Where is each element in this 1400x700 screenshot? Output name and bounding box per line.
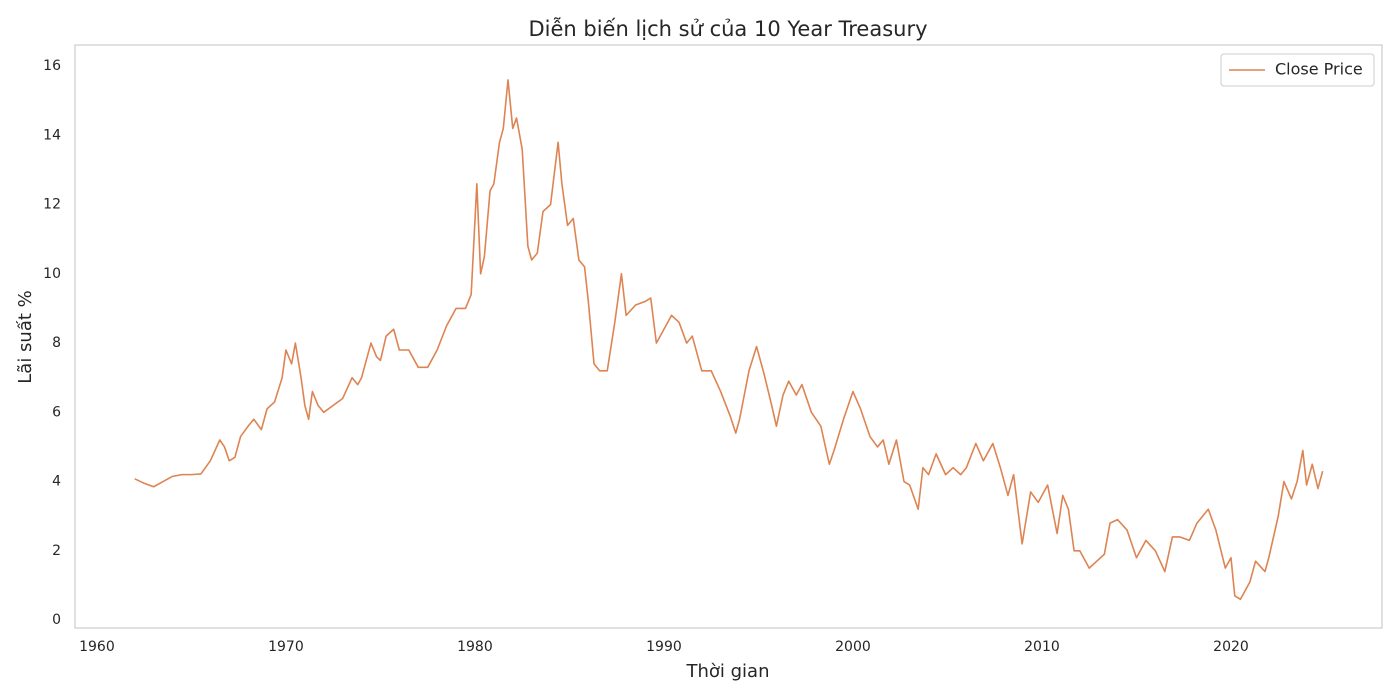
x-tick-label: 1980	[457, 639, 493, 655]
x-tick-label: 1970	[268, 639, 304, 655]
y-tick-label: 0	[52, 612, 61, 628]
y-tick-label: 14	[43, 127, 61, 143]
y-tick-label: 8	[52, 335, 61, 351]
legend-box	[1220, 53, 1375, 87]
legend-label: Close Price	[1275, 60, 1363, 79]
y-axis-label: Lãi suất %	[15, 290, 36, 383]
chart-title: Diễn biến lịch sử của 10 Year Treasury	[528, 16, 927, 41]
y-tick-label: 10	[43, 266, 61, 282]
y-tick-label: 2	[52, 543, 61, 559]
x-tick-label: 1990	[646, 639, 682, 655]
x-tick-label: 2020	[1213, 639, 1249, 655]
x-tick-label: 2010	[1024, 639, 1060, 655]
y-tick-label: 4	[52, 474, 61, 490]
plot-area	[74, 44, 1383, 629]
x-tick-label: 1960	[79, 639, 115, 655]
y-tick-label: 12	[43, 197, 61, 213]
y-tick-label: 6	[52, 404, 61, 420]
line-series	[134, 79, 1324, 601]
y-tick-label: 16	[43, 58, 61, 74]
x-axis-label: Thời gian	[685, 661, 769, 682]
x-tick-label: 2000	[835, 639, 871, 655]
